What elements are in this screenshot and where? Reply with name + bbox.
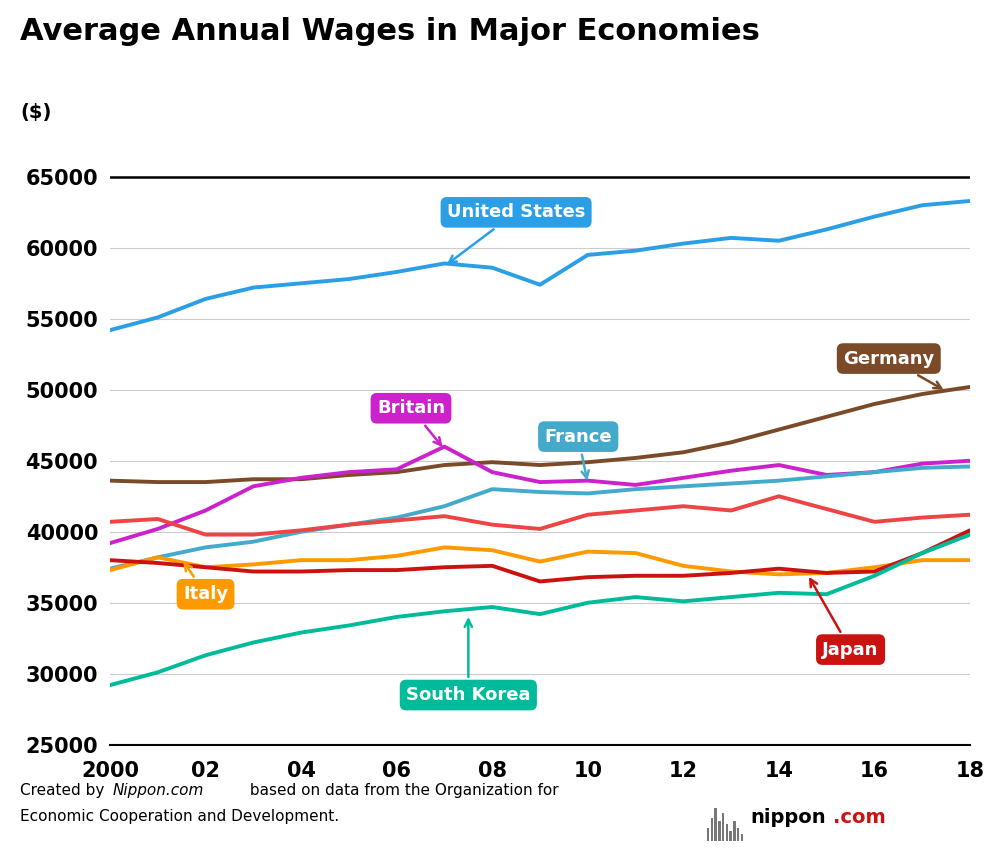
Text: France: France xyxy=(544,428,612,478)
Bar xyxy=(707,828,709,841)
Text: United States: United States xyxy=(447,204,585,263)
Bar xyxy=(737,828,739,841)
Bar xyxy=(741,834,743,841)
Text: Economic Cooperation and Development.: Economic Cooperation and Development. xyxy=(20,809,339,824)
Text: based on data from the Organization for: based on data from the Organization for xyxy=(245,783,559,799)
Text: Japan: Japan xyxy=(810,580,879,658)
Text: Britain: Britain xyxy=(377,399,445,445)
Bar xyxy=(711,817,713,841)
Bar xyxy=(729,831,732,841)
Bar xyxy=(722,813,724,841)
Text: Italy: Italy xyxy=(183,563,228,603)
Text: Germany: Germany xyxy=(843,349,941,389)
Text: .com: .com xyxy=(833,808,886,827)
Bar xyxy=(726,824,728,841)
Text: ($): ($) xyxy=(20,103,51,122)
Bar xyxy=(733,821,736,841)
Text: Created by: Created by xyxy=(20,783,109,799)
Text: Nippon.com: Nippon.com xyxy=(113,783,204,799)
Bar xyxy=(718,821,721,841)
Text: South Korea: South Korea xyxy=(406,620,531,704)
Text: nippon: nippon xyxy=(750,808,826,827)
Text: Average Annual Wages in Major Economies: Average Annual Wages in Major Economies xyxy=(20,17,760,46)
Bar xyxy=(714,808,717,841)
